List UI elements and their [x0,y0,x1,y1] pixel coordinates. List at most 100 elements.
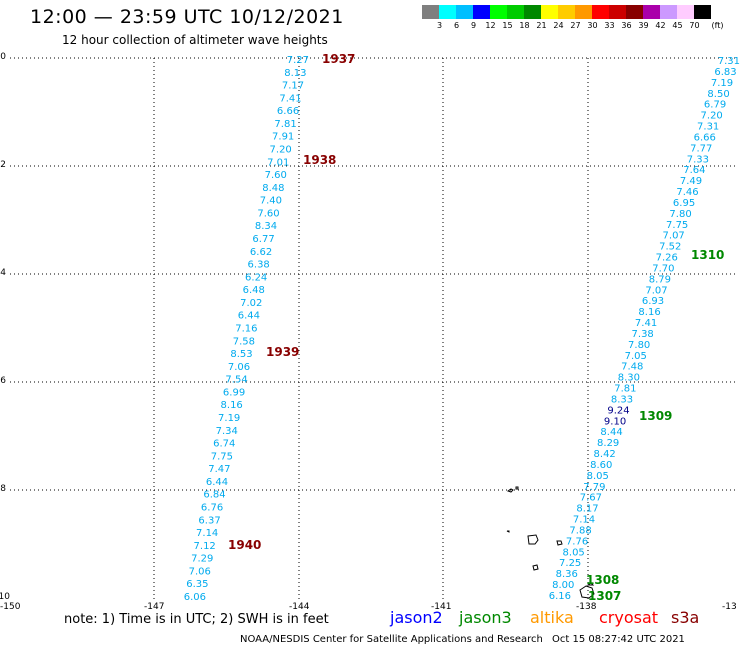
swh-value: 6.66 [277,106,299,117]
swh-value: 7.64 [683,165,705,176]
legend-label-8: 24 [553,21,564,30]
swh-value: 8.05 [587,471,609,482]
page-subtitle: 12 hour collection of altimeter wave hei… [62,33,328,47]
legend-label-4: 12 [485,21,496,30]
sat-altika: altika [530,608,574,627]
swh-value: 6.93 [642,296,664,307]
credit-text: NOAA/NESDIS Center for Satellite Applica… [240,634,543,645]
sat-jason2: jason2 [390,608,443,627]
y-label-8: -8 [0,484,6,494]
swh-value: 6.74 [213,439,235,450]
page-title: 12:00 — 23:59 UTC 10/12/2021 [30,6,344,28]
swh-value: 7.01 [267,157,289,168]
swh-value: 7.49 [680,176,702,187]
legend-swatch-5 [507,5,524,19]
legend-label-17: (ft) [711,21,724,30]
swh-value: 6.84 [203,490,225,501]
swh-value: 6.44 [238,311,260,322]
legend-label-1: 3 [436,21,443,30]
swh-value: 7.77 [690,143,712,154]
swh-value: 7.81 [274,119,296,130]
swh-value: 7.16 [235,324,257,335]
swh-value: 7.06 [189,566,211,577]
island-1 [506,488,514,493]
legend-label-11: 33 [604,21,615,30]
time-label: 1309 [639,409,672,423]
legend-swatch-12 [626,5,643,19]
time-label: 1937 [322,52,355,66]
legend-label-7: 21 [536,21,547,30]
time-label: 1939 [266,345,299,359]
swh-value: 7.26 [656,253,678,264]
time-label: 1307 [588,589,621,603]
swh-value: 7.88 [569,526,591,537]
legend-label-16: 70 [689,21,700,30]
swh-value: 7.40 [260,196,282,207]
swh-value: 6.77 [252,234,274,245]
swh-value: 8.50 [707,89,729,100]
legend-label-5: 15 [502,21,513,30]
swh-value: 7.20 [270,145,292,156]
sat-s3a: s3a [671,608,700,627]
swh-value: 8.29 [597,438,619,449]
legend-label-13: 39 [638,21,649,30]
swh-value: 7.05 [625,351,647,362]
island-2 [515,486,519,490]
swh-value: 7.25 [559,558,581,569]
swh-value: 7.14 [573,515,595,526]
legend-label-10: 30 [587,21,598,30]
legend-swatch-15 [677,5,694,19]
swh-value: 9.24 [607,405,629,416]
swh-value: 7.17 [282,81,304,92]
swh-value: 7.12 [194,541,216,552]
swh-value: 6.62 [250,247,272,258]
legend-swatch-8 [558,5,575,19]
y-label-6: -6 [0,376,6,386]
legend-label-12: 36 [621,21,632,30]
swh-value: 7.06 [228,362,250,373]
swh-value: 7.20 [701,111,723,122]
swh-value: 8.16 [638,307,660,318]
sat-jason3: jason3 [459,608,512,627]
generated-timestamp: Oct 15 08:27:42 UTC 2021 [552,634,685,645]
legend-swatch-4 [490,5,507,19]
swh-value: 7.33 [687,154,709,165]
swh-value: 6.16 [549,591,571,602]
swh-value: 7.31 [697,122,719,133]
swh-value: 6.35 [186,579,208,590]
swh-value: 7.07 [663,231,685,242]
x-label-135: -13 [722,602,737,612]
legend-swatch-1 [439,5,456,19]
island-3 [527,534,539,545]
swh-value: 8.13 [284,68,306,79]
y-label-0: 0 [0,52,6,62]
swh-value: 7.60 [265,170,287,181]
legend-swatch-13 [643,5,660,19]
footer-note: note: 1) Time is in UTC; 2) SWH is in fe… [64,612,329,627]
swh-value: 8.36 [556,569,578,580]
swh-value: 8.17 [576,504,598,515]
x-label-138: -138 [576,602,597,612]
y-label-4: -4 [0,268,6,278]
swh-value: 7.34 [216,426,238,437]
island-7 [586,582,595,586]
map-grid [10,57,735,600]
legend-swatch-16 [694,5,711,19]
swh-value: 7.75 [666,220,688,231]
swh-value: 7.52 [659,242,681,253]
time-label: 1310 [691,248,724,262]
swh-value: 7.67 [580,493,602,504]
swh-value: 7.70 [652,263,674,274]
island-4 [556,540,563,546]
swh-value: 6.24 [245,272,267,283]
swh-value: 8.79 [649,274,671,285]
swh-value: 6.66 [694,132,716,143]
swh-value: 7.02 [240,298,262,309]
swh-value: 7.27 [287,55,309,66]
swh-value: 7.14 [196,528,218,539]
swh-value: 7.75 [211,451,233,462]
swh-value: 7.79 [583,482,605,493]
legend-swatch-0 [422,5,439,19]
swh-value: 7.38 [632,329,654,340]
